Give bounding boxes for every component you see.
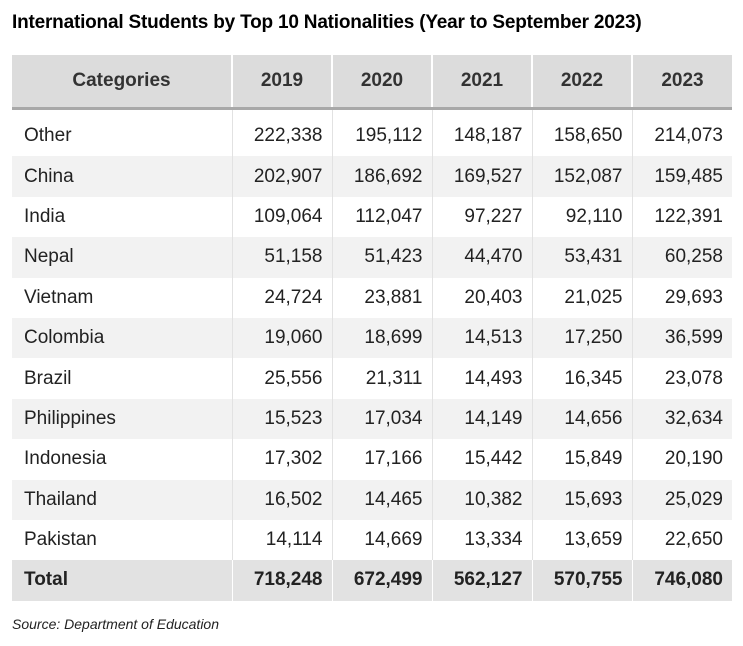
row-label: Thailand: [12, 479, 233, 520]
table-row: Philippines 15,523 17,034 14,149 14,656 32,63…: [12, 398, 732, 440]
row-label: Brazil: [12, 358, 233, 399]
table-cell: 148,187: [432, 108, 533, 157]
table-cell: 25,556: [232, 358, 333, 399]
column-header: 2020: [332, 55, 433, 109]
table-row: China 202,907 186,692 169,527 152,087 159,485: [12, 156, 732, 197]
column-header: 2023: [632, 55, 732, 109]
table-cell: 18,699: [332, 317, 433, 359]
table-cell: 29,693: [664, 286, 723, 308]
total-cell: 570,755: [532, 560, 633, 601]
total-cell: 718,248: [232, 560, 333, 601]
column-header: Categories: [12, 55, 233, 109]
table-cell: 51,158: [232, 237, 333, 278]
total-row: Total 718,248 672,499 562,127 570,755 74…: [12, 560, 732, 601]
table-cell: 109,064: [232, 196, 333, 238]
table-row: Other 222,338 195,112 148,187 158,650 214,073: [12, 108, 732, 157]
table-cell: 17,166: [332, 439, 433, 480]
table-cell: 23,078: [664, 367, 723, 389]
table-cell: 122,391: [654, 205, 723, 227]
table-cell: 15,849: [532, 439, 633, 480]
table-cell: 112,047: [332, 196, 433, 238]
total-label: Total: [12, 560, 233, 601]
table-cell: 44,470: [432, 237, 533, 278]
total-cell: 562,127: [432, 560, 533, 601]
table-cell: 15,523: [232, 398, 333, 440]
table-cell: 169,527: [432, 156, 533, 197]
table-body: Other 222,338 195,112 148,187 158,650 214,073…: [12, 108, 732, 601]
table-cell: 214,073: [654, 125, 723, 147]
table-cell: 16,502: [232, 479, 333, 520]
source-note: Source: Department of Education: [12, 616, 220, 632]
table-cell: 92,110: [532, 196, 633, 238]
table-cell: 17,250: [532, 317, 633, 359]
table-cell: 14,493: [432, 358, 533, 399]
table-row: Nepal 51,158 51,423 44,470 53,431 60,258: [12, 237, 732, 278]
table-cell: 36,599: [632, 317, 732, 359]
table-cell: 22,650: [664, 529, 723, 551]
table-row: Colombia 19,060 18,699 14,513 17,250 36,599: [12, 317, 732, 359]
table-cell: 186,692: [332, 156, 433, 197]
table-cell: 158,650: [532, 108, 633, 157]
table-cell: 20,403: [432, 277, 533, 318]
table-cell: 14,149: [432, 398, 533, 440]
table-cell: 13,334: [432, 519, 533, 561]
table-cell: 13,659: [532, 519, 633, 561]
table-cell: 60,258: [632, 237, 732, 278]
column-header: 2021: [432, 55, 533, 109]
row-label: China: [12, 156, 233, 197]
table-cell: 17,302: [232, 439, 333, 480]
table-row: Pakistan 14,114 14,669 13,334 13,659 22,650: [12, 519, 732, 561]
table-cell: 15,693: [532, 479, 633, 520]
table-cell: 14,669: [332, 519, 433, 561]
row-label: Philippines: [12, 398, 233, 440]
row-label: Colombia: [12, 317, 233, 359]
row-label: Vietnam: [12, 277, 233, 318]
table-cell: 32,634: [632, 398, 732, 440]
table-row: Indonesia 17,302 17,166 15,442 15,849 20,190: [12, 439, 732, 480]
table-cell: 14,513: [432, 317, 533, 359]
row-label: Pakistan: [12, 519, 233, 561]
table-cell: 53,431: [532, 237, 633, 278]
table-cell: 16,345: [532, 358, 633, 399]
table-cell: 195,112: [332, 108, 433, 157]
row-label: India: [12, 196, 233, 238]
table-cell: 23,881: [332, 277, 433, 318]
table-cell: 14,465: [332, 479, 433, 520]
table-cell: 14,656: [532, 398, 633, 440]
table-cell: 14,114: [232, 519, 333, 561]
column-header: 2019: [232, 55, 333, 109]
table-row: Thailand 16,502 14,465 10,382 15,693 25,029: [12, 479, 732, 520]
row-label: Indonesia: [12, 439, 233, 480]
table-cell: 152,087: [532, 156, 633, 197]
table-cell: 25,029: [632, 479, 732, 520]
table-row: Brazil 25,556 21,311 14,493 16,345 23,078: [12, 358, 732, 399]
table-cell: 19,060: [232, 317, 333, 359]
total-cell: 672,499: [332, 560, 433, 601]
row-label: Other: [12, 108, 233, 157]
table-cell: 15,442: [432, 439, 533, 480]
table-cell: 159,485: [632, 156, 732, 197]
table-cell: 21,311: [332, 358, 433, 399]
table-cell: 51,423: [332, 237, 433, 278]
table-row: Vietnam 24,724 23,881 20,403 21,025 29,693: [12, 277, 732, 318]
row-label: Nepal: [12, 237, 233, 278]
column-header: 2022: [532, 55, 633, 109]
data-table: Categories 2019 2020 2021 2022 2023 Othe…: [12, 55, 732, 601]
table-row: India 109,064 112,047 97,227 92,110 122,391: [12, 196, 732, 238]
chart-title: International Students by Top 10 Nationa…: [12, 12, 642, 33]
table-cell: 17,034: [332, 398, 433, 440]
table-cell: 20,190: [664, 448, 723, 470]
table-cell: 202,907: [232, 156, 333, 197]
table-cell: 97,227: [432, 196, 533, 238]
table-cell: 24,724: [232, 277, 333, 318]
table-cell: 21,025: [532, 277, 633, 318]
table-cell: 222,338: [232, 108, 333, 157]
total-cell: 746,080: [632, 560, 732, 601]
table-cell: 10,382: [432, 479, 533, 520]
header-row: Categories 2019 2020 2021 2022 2023: [12, 55, 732, 109]
